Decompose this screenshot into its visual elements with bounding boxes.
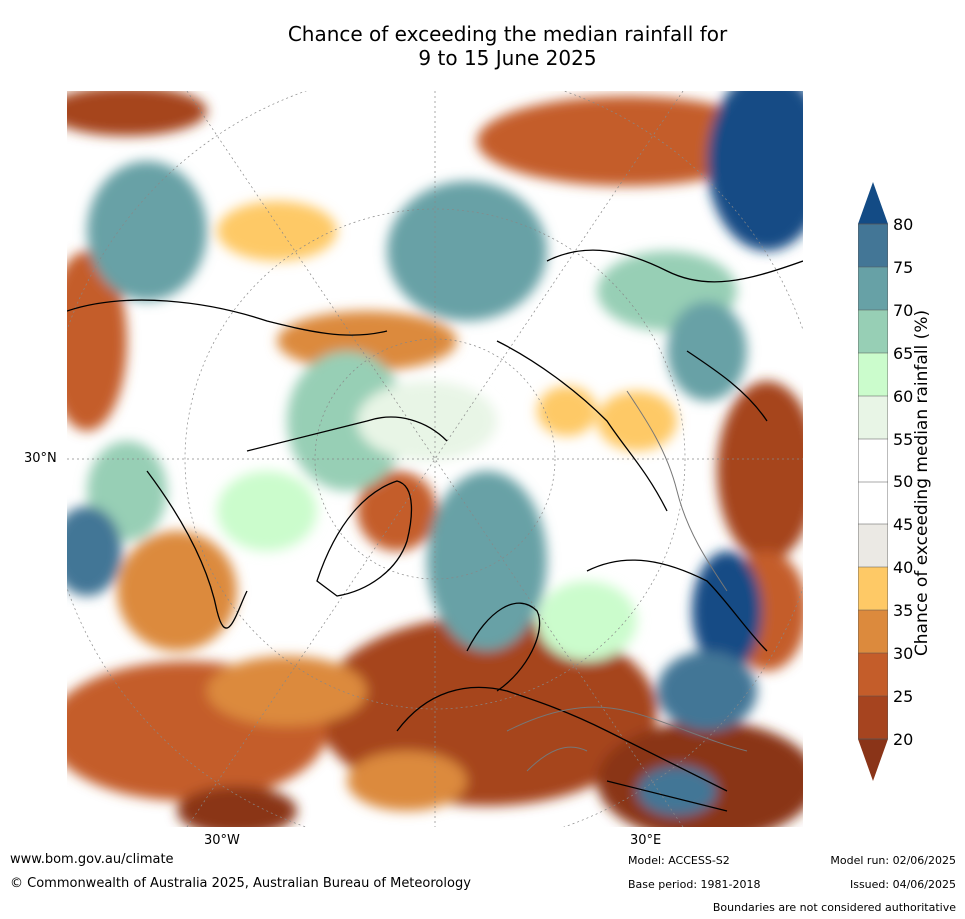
colorbar-tick-40: 40	[893, 558, 914, 577]
boundaries-note: Boundaries are not considered authoritat…	[712, 901, 956, 914]
issued-date: Issued: 04/06/2025	[849, 878, 956, 891]
colorbar-svg	[857, 182, 889, 781]
colorbar-bin-50-55	[858, 439, 888, 482]
colorbar-tick-30: 30	[893, 644, 914, 663]
rainfall-map	[67, 91, 803, 827]
colorbar-tick-80: 80	[893, 215, 914, 234]
colorbar-bin-70-75	[858, 267, 888, 310]
title-line-2: 9 to 15 June 2025	[418, 46, 597, 70]
colorbar-tick-70: 70	[893, 301, 914, 320]
coastlines	[67, 249, 803, 812]
colorbar-upper-arrow	[858, 182, 888, 224]
lat-label-30n: 30°N	[24, 451, 57, 466]
colorbar-bin-60-65	[858, 353, 888, 396]
copyright-text: © Commonwealth of Australia 2025, Austra…	[10, 876, 471, 891]
colorbar-bin-75-80	[858, 224, 888, 267]
colorbar-bin-45-50	[858, 482, 888, 524]
colorbar-lower-arrow	[858, 739, 888, 781]
lon-label-30e: 30°E	[630, 833, 662, 848]
colorbar	[857, 182, 889, 786]
colorbar-tick-55: 55	[893, 430, 914, 449]
map-title: Chance of exceeding the median rainfall …	[160, 22, 855, 70]
lon-label-30w: 30°W	[204, 833, 240, 848]
colorbar-bin-20-25	[858, 696, 888, 739]
country-borders	[506, 390, 748, 772]
colorbar-tick-35: 35	[893, 601, 914, 620]
colorbar-tick-50: 50	[893, 472, 914, 491]
colorbar-tick-60: 60	[893, 387, 914, 406]
title-line-1: Chance of exceeding the median rainfall …	[287, 22, 728, 46]
colorbar-separators	[858, 266, 888, 697]
colorbar-tick-65: 65	[893, 344, 914, 363]
colorbar-bin-30-35	[858, 610, 888, 653]
rainfall-field	[67, 91, 803, 827]
model-name: Model: ACCESS-S2	[628, 854, 730, 867]
colorbar-bin-35-40	[858, 567, 888, 610]
colorbar-bin-40-45	[858, 524, 888, 567]
map-svg	[67, 91, 803, 827]
colorbar-bin-25-30	[858, 653, 888, 696]
colorbar-tick-20: 20	[893, 730, 914, 749]
colorbar-tick-25: 25	[893, 687, 914, 706]
colorbar-tick-75: 75	[893, 258, 914, 277]
colorbar-bin-65-70	[858, 310, 888, 353]
model-run-date: Model run: 02/06/2025	[830, 854, 956, 867]
graticule	[67, 91, 803, 827]
colorbar-bin-55-60	[858, 396, 888, 439]
colorbar-tick-45: 45	[893, 515, 914, 534]
colorbar-title: Chance of exceeding median rainfall (%)	[912, 309, 932, 657]
base-period: Base period: 1981-2018	[628, 878, 761, 891]
bom-url-link[interactable]: www.bom.gov.au/climate	[10, 852, 174, 867]
